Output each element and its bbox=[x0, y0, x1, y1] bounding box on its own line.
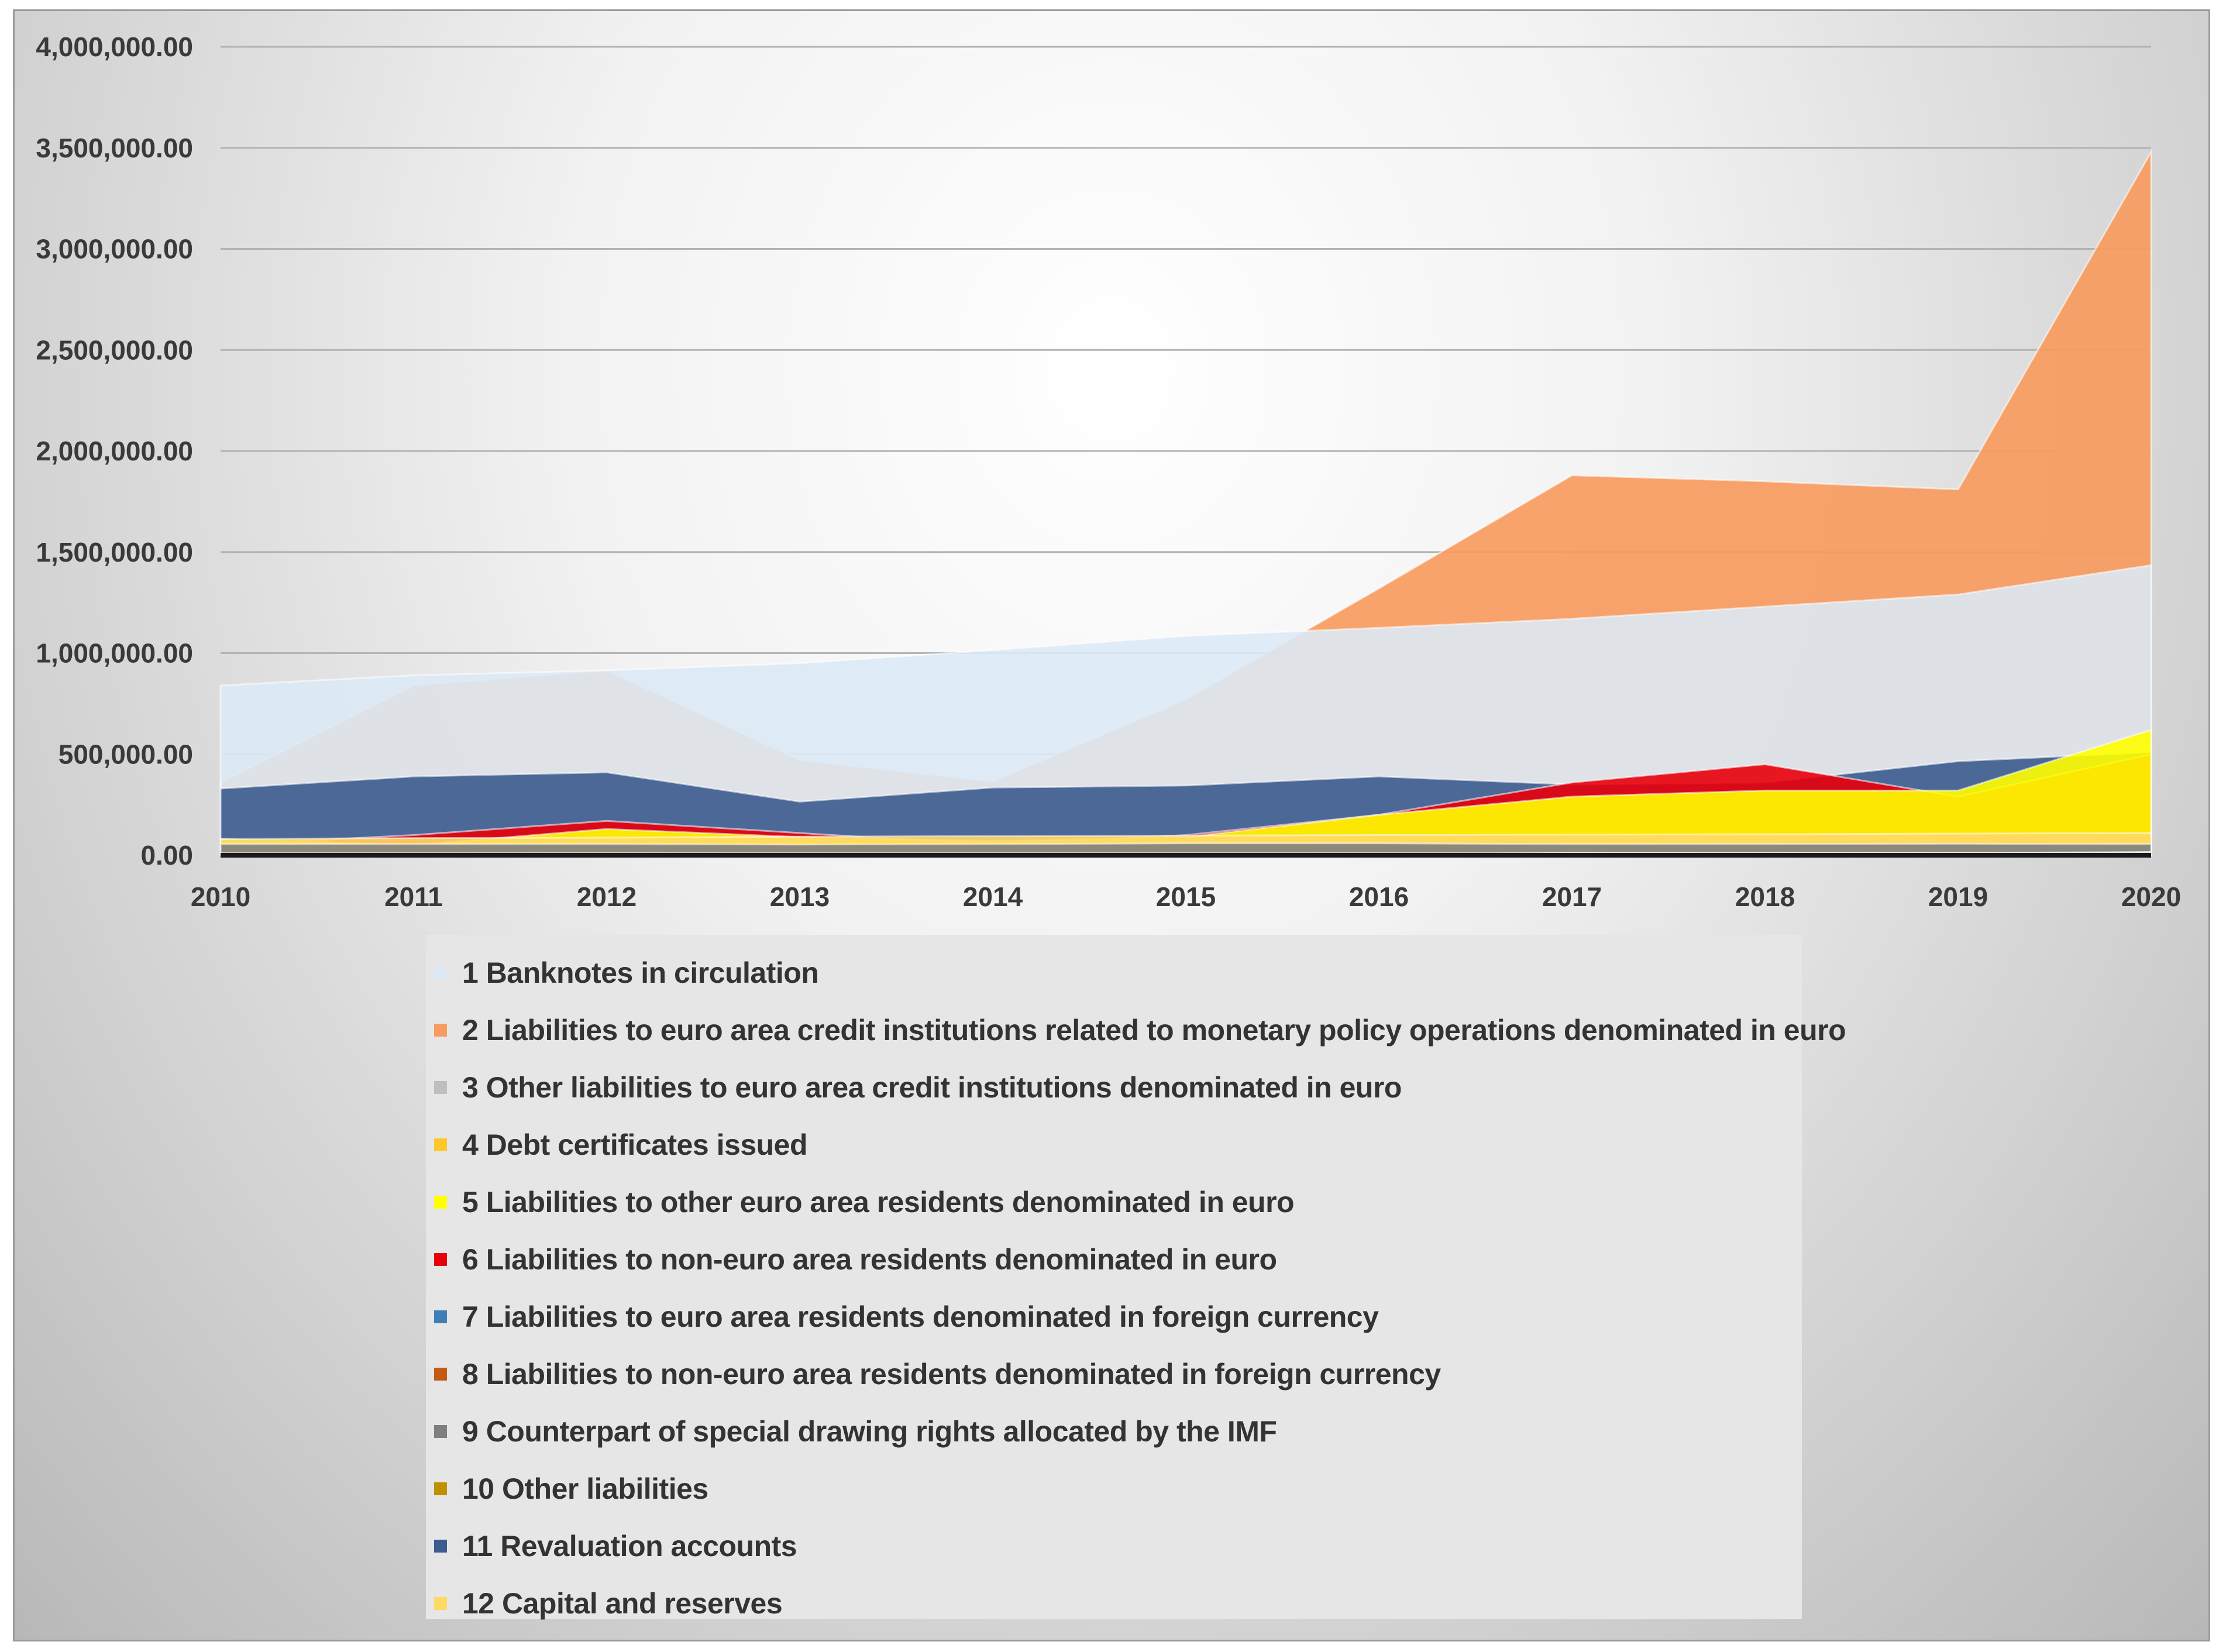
legend-swatch bbox=[434, 1540, 447, 1553]
y-tick-label: 2,000,000.00 bbox=[36, 436, 193, 466]
legend-label: 4 Debt certificates issued bbox=[462, 1128, 808, 1161]
legend-swatch bbox=[434, 1138, 447, 1151]
y-tick-label: 500,000.00 bbox=[59, 739, 193, 769]
legend-label: 3 Other liabilities to euro area credit … bbox=[462, 1071, 1402, 1104]
series-areas bbox=[219, 149, 2152, 856]
legend-label: 8 Liabilities to non-euro area residents… bbox=[462, 1358, 1441, 1391]
x-tick-label: 2018 bbox=[1735, 882, 1795, 912]
x-tick-label: 2015 bbox=[1156, 882, 1216, 912]
legend-swatch bbox=[434, 1597, 447, 1610]
x-tick-label: 2020 bbox=[2121, 882, 2181, 912]
legend-label: 9 Counterpart of special drawing rights … bbox=[462, 1415, 1277, 1448]
legend-label: 7 Liabilities to euro area residents den… bbox=[462, 1300, 1379, 1333]
legend-label: 1 Banknotes in circulation bbox=[462, 956, 819, 989]
legend-label: 6 Liabilities to non-euro area residents… bbox=[462, 1243, 1277, 1276]
legend-item: 3 Other liabilities to euro area credit … bbox=[426, 1059, 1802, 1116]
y-tick-label: 3,500,000.00 bbox=[36, 133, 193, 163]
legend-item: 10 Other liabilities bbox=[426, 1460, 1802, 1517]
x-tick-label: 2019 bbox=[1928, 882, 1988, 912]
legend-swatch bbox=[434, 1024, 447, 1037]
x-tick-label: 2010 bbox=[191, 882, 250, 912]
legend-label: 12 Capital and reserves bbox=[462, 1587, 783, 1620]
legend-swatch bbox=[434, 966, 447, 979]
x-tick-label: 2017 bbox=[1542, 882, 1602, 912]
legend-item: 6 Liabilities to non-euro area residents… bbox=[426, 1231, 1802, 1288]
legend-label: 5 Liabilities to other euro area residen… bbox=[462, 1186, 1295, 1219]
legend-label: 10 Other liabilities bbox=[462, 1472, 708, 1505]
legend-item: 9 Counterpart of special drawing rights … bbox=[426, 1403, 1802, 1460]
x-tick-label: 2013 bbox=[770, 882, 830, 912]
y-tick-label: 3,000,000.00 bbox=[36, 234, 193, 264]
legend-swatch bbox=[434, 1196, 447, 1209]
x-tick-label: 2011 bbox=[384, 882, 443, 912]
legend-item: 5 Liabilities to other euro area residen… bbox=[426, 1173, 1802, 1231]
legend-label: 2 Liabilities to euro area credit instit… bbox=[462, 1014, 1846, 1047]
legend-item: 7 Liabilities to euro area residents den… bbox=[426, 1288, 1802, 1345]
legend-swatch bbox=[434, 1253, 447, 1266]
legend-item: 8 Liabilities to non-euro area residents… bbox=[426, 1345, 1802, 1403]
y-tick-label: 2,500,000.00 bbox=[36, 335, 193, 365]
legend-item: 12 Capital and reserves bbox=[426, 1575, 1802, 1632]
x-tick-label: 2016 bbox=[1349, 882, 1409, 912]
y-tick-label: 4,000,000.00 bbox=[36, 32, 193, 62]
x-tick-label: 2012 bbox=[577, 882, 637, 912]
y-tick-label: 1,500,000.00 bbox=[36, 537, 193, 567]
legend-swatch bbox=[434, 1482, 447, 1495]
legend: 1 Banknotes in circulation 2 Liabilities … bbox=[426, 935, 1846, 1620]
x-tick-label: 2014 bbox=[963, 882, 1023, 912]
legend-item: 1 Banknotes in circulation bbox=[426, 944, 1802, 1001]
legend-swatch bbox=[434, 1425, 447, 1438]
axis-labels: 0.00 500,000.00 1,000,000.00 1,500,000.00 2,… bbox=[36, 32, 2181, 912]
legend-swatch bbox=[434, 1310, 447, 1323]
legend-swatch bbox=[434, 1368, 447, 1381]
legend-item: 11 Revaluation accounts bbox=[426, 1517, 1802, 1575]
legend-swatch bbox=[434, 1081, 447, 1094]
legend-label: 11 Revaluation accounts bbox=[462, 1530, 797, 1562]
legend-item: 2 Liabilities to euro area credit instit… bbox=[426, 1001, 1846, 1059]
y-tick-label: 0.00 bbox=[140, 840, 193, 870]
legend-item: 4 Debt certificates issued bbox=[426, 1116, 1802, 1173]
y-tick-label: 1,000,000.00 bbox=[36, 638, 193, 669]
